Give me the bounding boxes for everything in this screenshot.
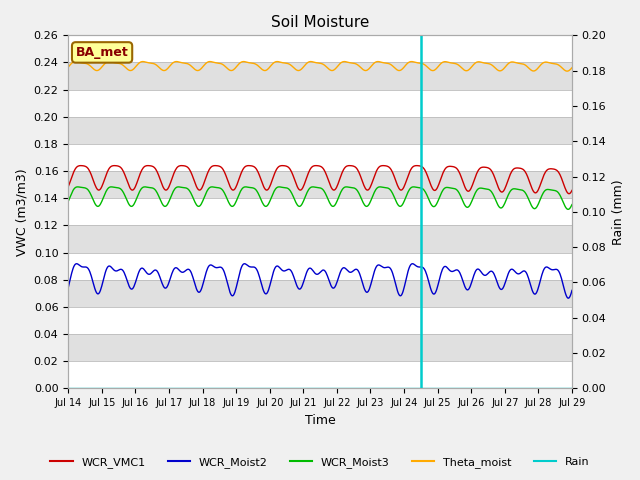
Bar — [68, 62, 572, 90]
Y-axis label: VWC (m3/m3): VWC (m3/m3) — [15, 168, 28, 256]
Bar — [68, 226, 572, 252]
Bar — [68, 334, 572, 361]
Text: BA_met: BA_met — [76, 46, 129, 59]
Bar — [68, 280, 572, 307]
Title: Soil Moisture: Soil Moisture — [271, 15, 369, 30]
Bar — [68, 171, 572, 198]
Y-axis label: Rain (mm): Rain (mm) — [612, 179, 625, 245]
Bar — [68, 117, 572, 144]
Legend: WCR_VMC1, WCR_Moist2, WCR_Moist3, Theta_moist, Rain: WCR_VMC1, WCR_Moist2, WCR_Moist3, Theta_… — [46, 452, 594, 472]
X-axis label: Time: Time — [305, 414, 335, 427]
